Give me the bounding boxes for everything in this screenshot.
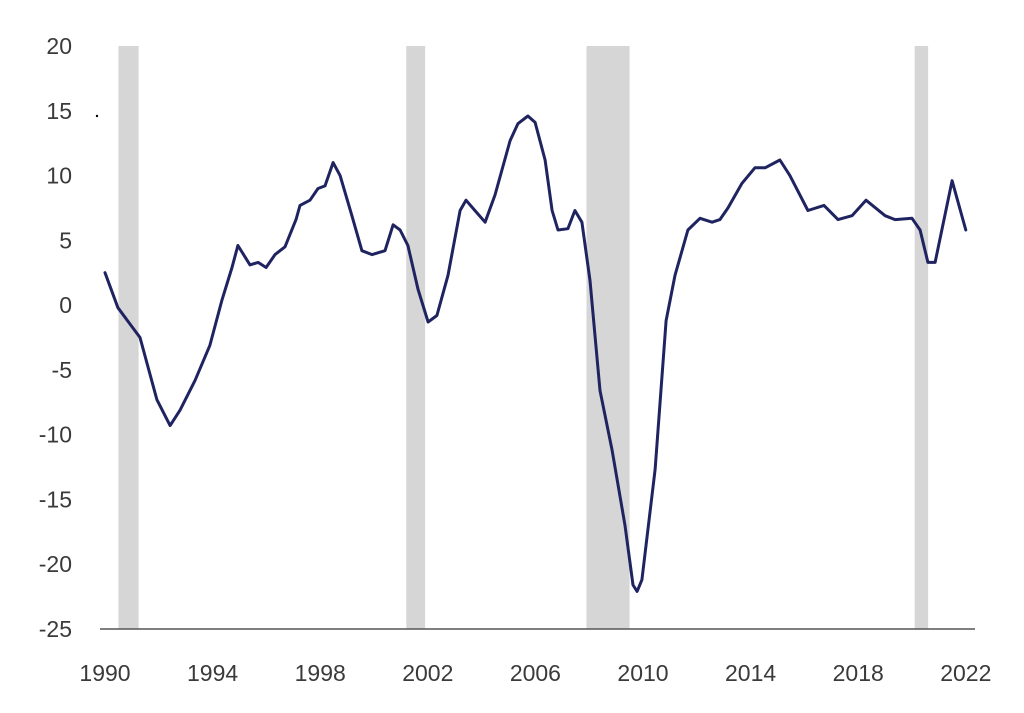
y-tick-label: -20: [39, 551, 72, 577]
y-tick-label: 0: [59, 292, 72, 318]
stray-dot: [95, 114, 99, 118]
recession-band: [406, 46, 426, 629]
y-tick-label: 20: [46, 33, 72, 59]
y-tick-label: -10: [39, 422, 72, 448]
y-tick-label: 15: [46, 98, 72, 124]
recession-band: [914, 46, 929, 629]
recession-band: [586, 46, 630, 629]
x-tick-label: 2022: [940, 660, 991, 686]
recession-shading: [118, 46, 929, 629]
series-line: [103, 114, 968, 593]
y-tick-label: 10: [46, 163, 72, 189]
x-tick-label: 1990: [79, 660, 130, 686]
recession-band: [118, 46, 139, 629]
x-axis-ticks: 1990 1994 1998 2002 2006 2010 2014 2018 2022: [79, 660, 991, 686]
x-tick-label: 2014: [725, 660, 776, 686]
x-tick-label: 2002: [402, 660, 453, 686]
x-tick-label: 1994: [187, 660, 238, 686]
y-tick-label: -25: [39, 616, 72, 642]
x-tick-label: 2010: [617, 660, 668, 686]
x-tick-label: 2018: [833, 660, 884, 686]
y-axis-ticks: 20 15 10 5 0 -5 -10 -15 -20 -25: [39, 33, 72, 642]
y-tick-label: 5: [59, 227, 72, 253]
y-tick-label: -5: [52, 357, 72, 383]
x-tick-label: 2006: [510, 660, 561, 686]
x-tick-label: 1998: [295, 660, 346, 686]
y-tick-label: -15: [39, 486, 72, 512]
